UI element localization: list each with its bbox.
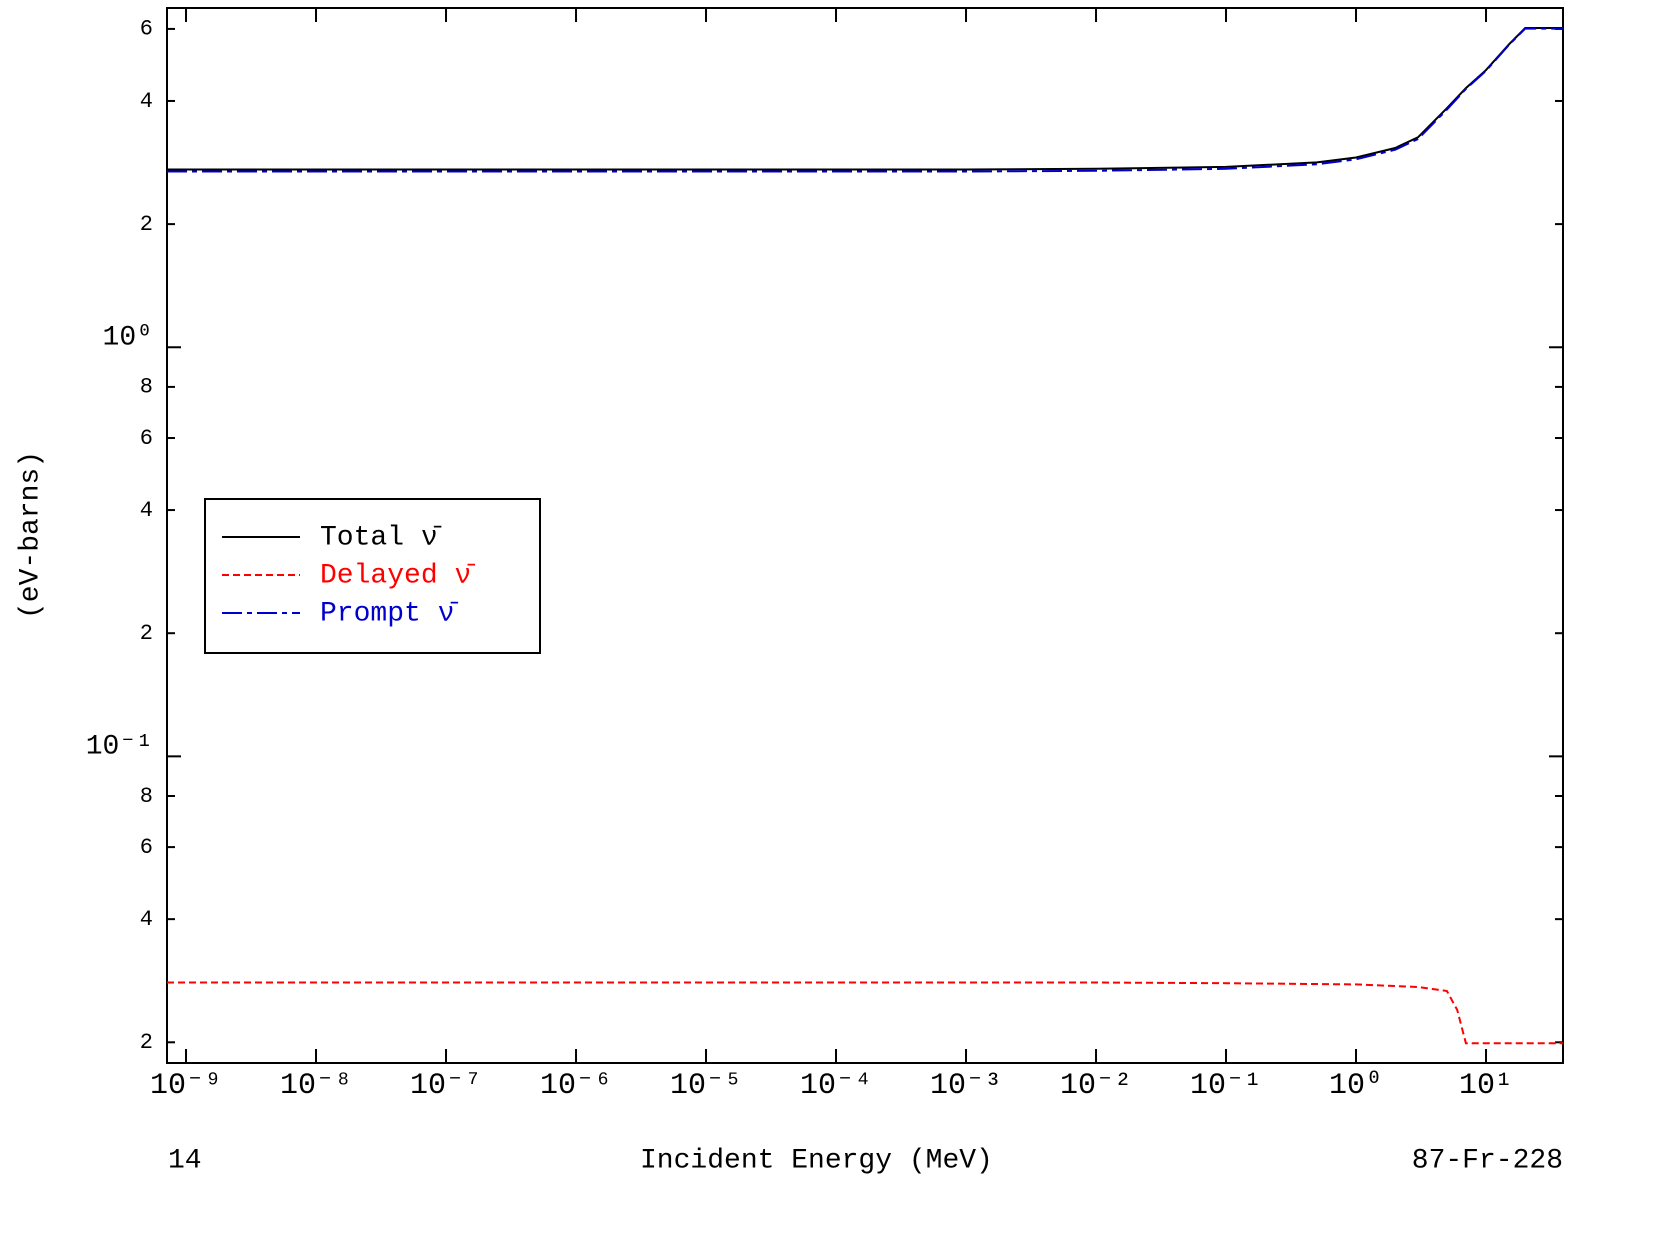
y-tick-label: 10⁻¹ [86, 732, 153, 763]
y-tick-label: 6 [140, 17, 153, 42]
legend-label: Prompt ν̄ [320, 598, 458, 629]
legend-label: Total ν̄ [320, 522, 442, 553]
x-tick-label: 10⁻³ [930, 1069, 1002, 1103]
x-tick-label: 10⁻⁹ [150, 1069, 222, 1103]
x-tick-label: 10⁻⁶ [540, 1069, 612, 1103]
series-line [167, 27, 1563, 171]
x-tick-label: 10⁻¹ [1190, 1069, 1262, 1103]
plot-number: 14 [168, 1145, 202, 1176]
legend-label: Delayed ν̄ [320, 560, 475, 591]
x-tick-label: 10⁻² [1060, 1069, 1132, 1103]
y-tick-label: 2 [140, 1030, 153, 1055]
x-tick-label: 10⁻⁸ [280, 1069, 352, 1103]
y-tick-label: 8 [140, 784, 153, 809]
series-line [167, 27, 1563, 173]
x-tick-label: 10⁻⁵ [670, 1069, 742, 1103]
material-label: 87-Fr-228 [1412, 1145, 1563, 1176]
x-tick-label: 10¹ [1459, 1069, 1513, 1103]
legend: Total ν̄ Delayed ν̄ Prompt ν̄ [204, 498, 541, 654]
x-axis-label: Incident Energy (MeV) [640, 1145, 993, 1176]
x-tick-label: 10⁻⁷ [410, 1069, 482, 1103]
y-tick-label: 10⁰ [103, 323, 153, 354]
y-tick-label: 4 [140, 498, 153, 523]
y-tick-label: 6 [140, 835, 153, 860]
series-line [167, 981, 1563, 1045]
y-tick-label: 4 [140, 89, 153, 114]
x-tick-label: 10⁰ [1329, 1069, 1383, 1103]
y-tick-label: 8 [140, 375, 153, 400]
y-tick-label: 2 [140, 621, 153, 646]
y-tick-label: 4 [140, 907, 153, 932]
x-tick-label: 10⁻⁴ [800, 1069, 872, 1103]
y-axis-label: (eV-barns) [15, 451, 46, 619]
plot-frame [166, 7, 1564, 1064]
y-tick-label: 2 [140, 212, 153, 237]
y-tick-label: 6 [140, 426, 153, 451]
